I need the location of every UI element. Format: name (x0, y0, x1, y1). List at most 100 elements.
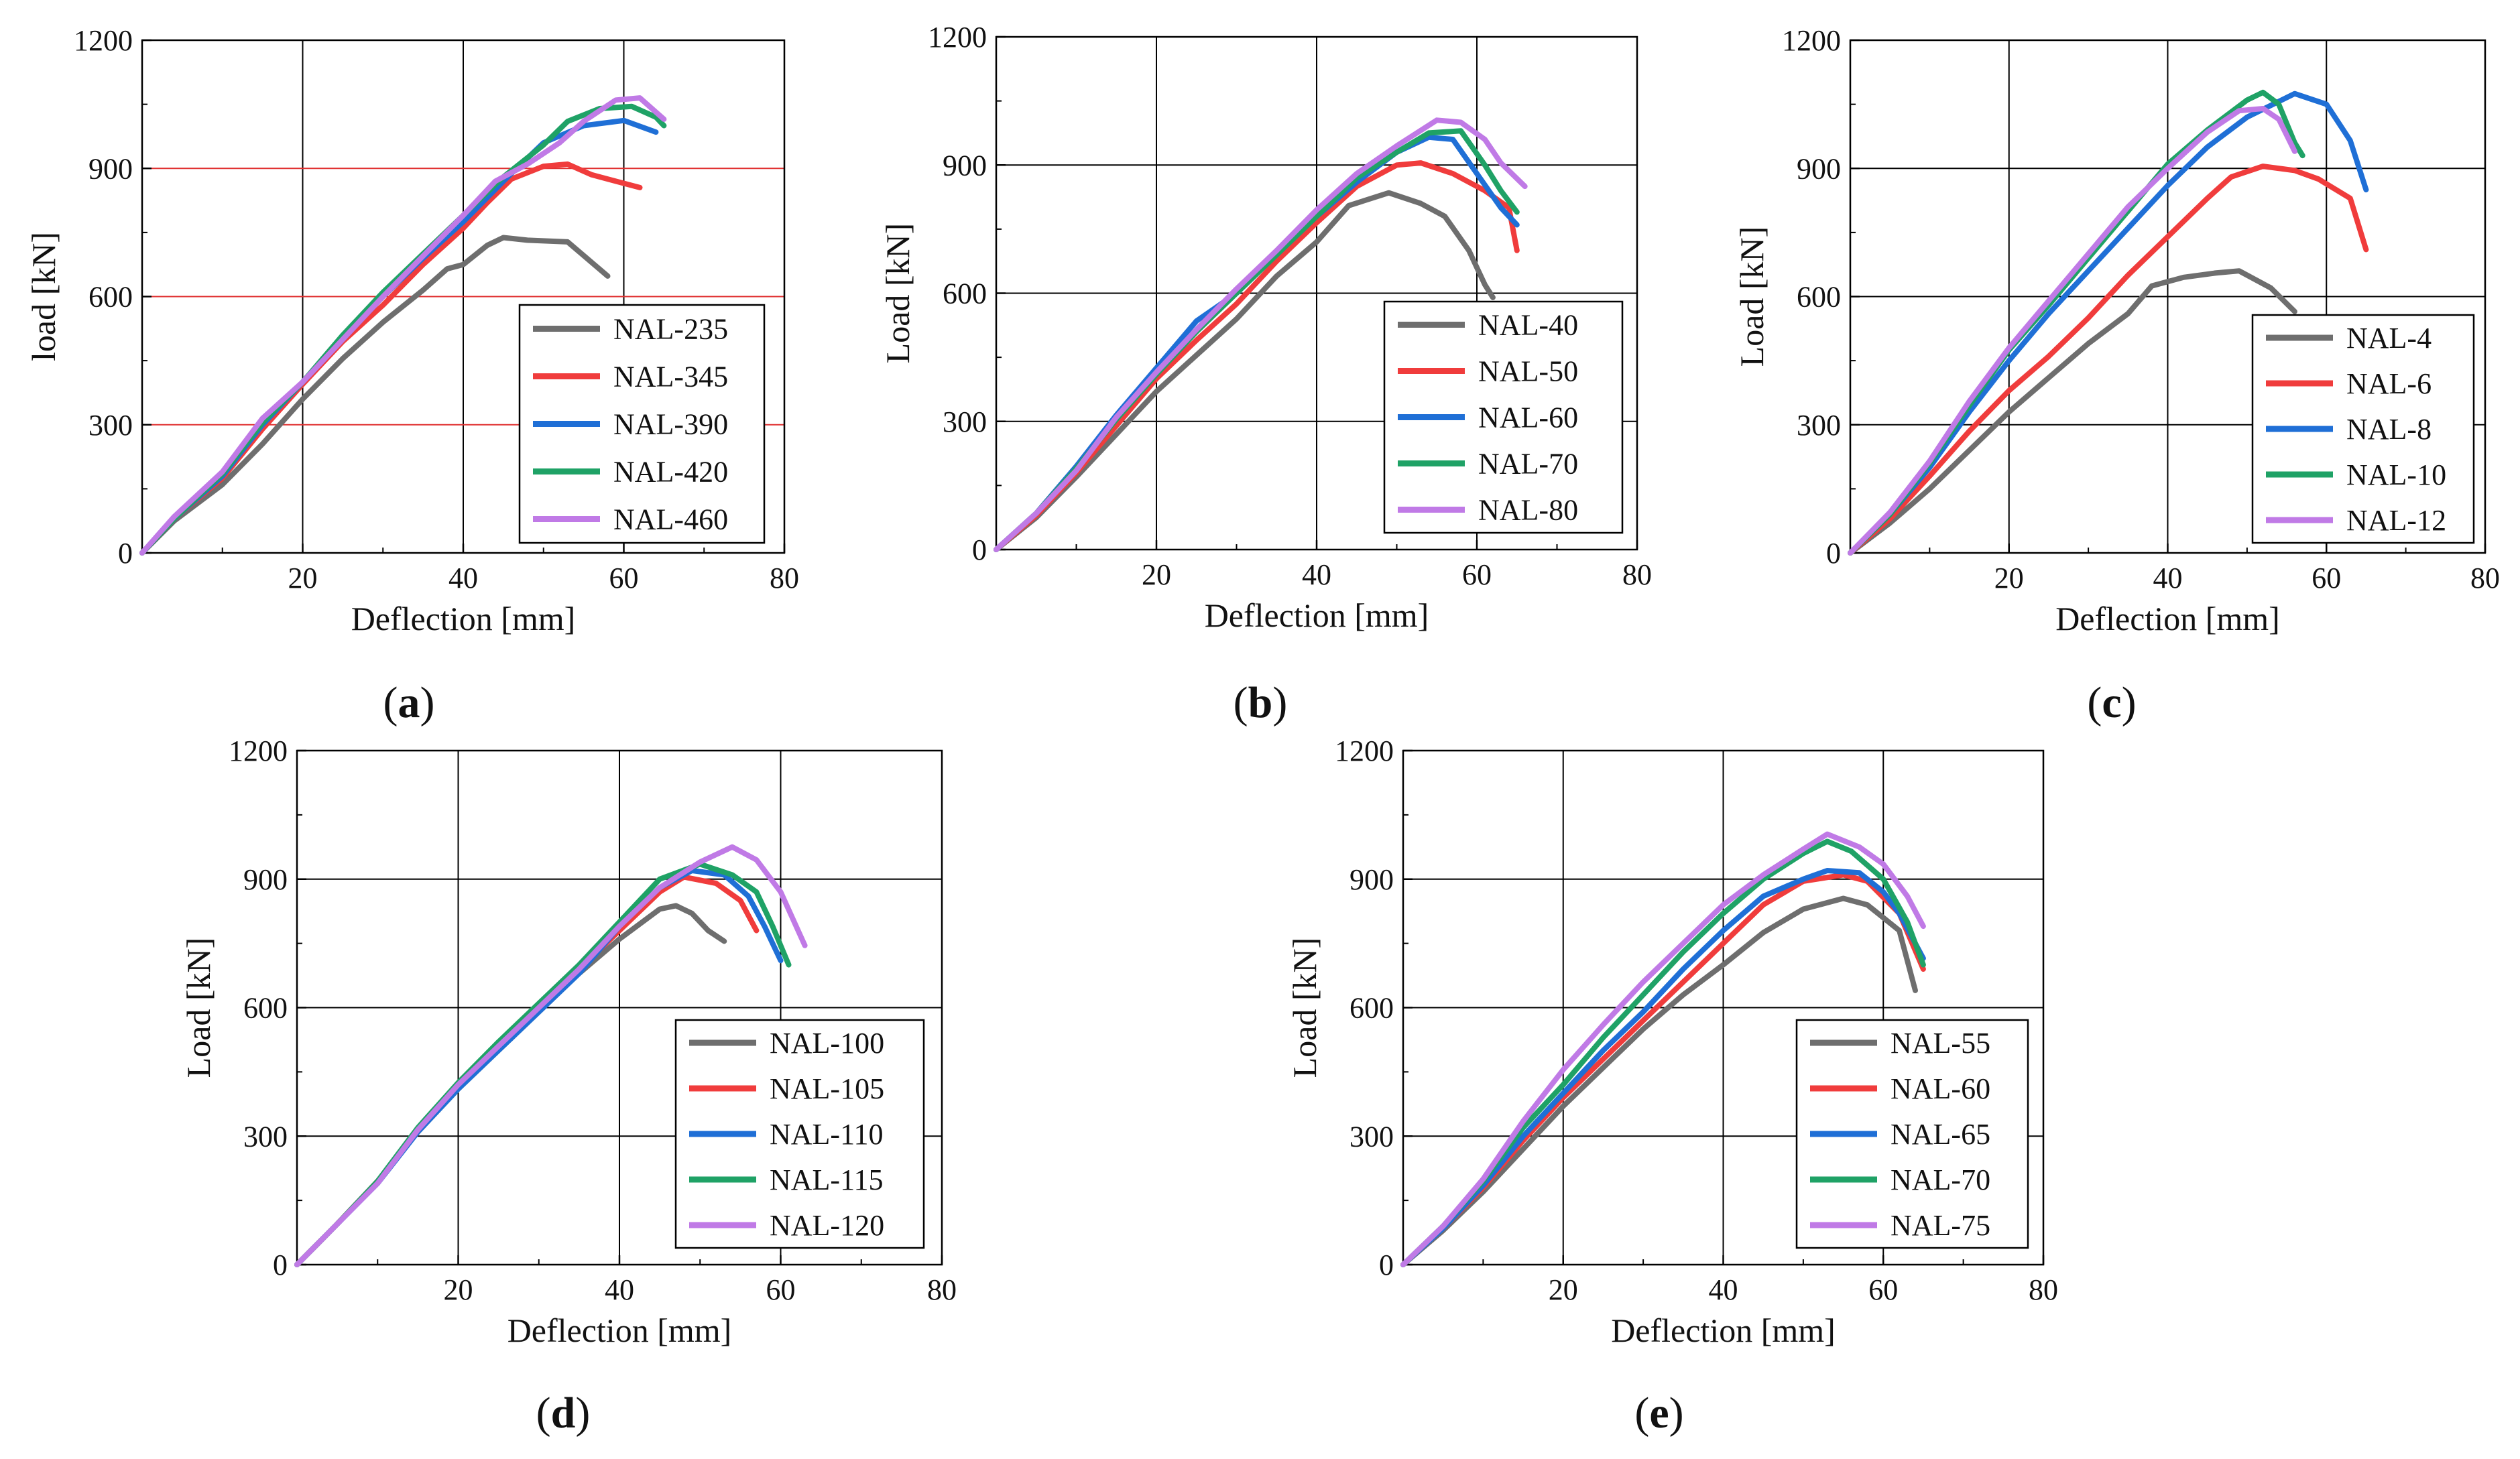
y-tick-label: 0 (118, 537, 133, 570)
panel-caption: (c) (2087, 678, 2136, 727)
legend-label: NAL-60 (1891, 1072, 1990, 1105)
legend-label: NAL-70 (1478, 448, 1578, 481)
y-tick-label: 900 (88, 152, 133, 185)
y-tick-label: 0 (1379, 1249, 1394, 1281)
legend-label: NAL-75 (1891, 1209, 1990, 1242)
legend-label: NAL-70 (1891, 1163, 1990, 1196)
y-tick-label: 600 (943, 277, 987, 310)
x-tick-label: 80 (927, 1273, 957, 1306)
y-tick-label: 300 (243, 1120, 288, 1153)
x-tick-label: 20 (1994, 562, 2024, 594)
legend-box (1795, 1019, 2029, 1249)
legend-label: NAL-60 (1478, 401, 1578, 434)
x-axis-title: Deflection [mm] (1205, 596, 1429, 634)
x-axis-title: Deflection [mm] (1611, 1312, 1836, 1349)
panel-caption-letter: d (551, 1389, 576, 1438)
legend-label: NAL-110 (770, 1118, 883, 1151)
legend: NAL-55 NAL-60 NAL-65 NAL-70 NAL-75 (1795, 1019, 2029, 1249)
panel-caption-close: ) (575, 1389, 590, 1438)
x-tick-label: 60 (766, 1273, 796, 1306)
x-tick-label: 80 (2470, 562, 2500, 594)
y-tick-label: 900 (243, 863, 288, 896)
x-tick-label: 20 (288, 562, 318, 594)
y-tick-label: 0 (1826, 537, 1841, 570)
panel-caption: (e) (1634, 1389, 1683, 1438)
legend-label: NAL-115 (770, 1163, 883, 1196)
legend: NAL-4 NAL-6 NAL-8 NAL-10 NAL-12 (2251, 314, 2475, 544)
panel-caption-open: ( (536, 1389, 551, 1438)
legend-label: NAL-10 (2346, 458, 2446, 491)
y-axis-title: Load [kN] (879, 223, 916, 364)
legend: NAL-40 NAL-50 NAL-60 NAL-70 NAL-80 (1383, 300, 1624, 534)
x-tick-label: 60 (609, 562, 639, 594)
series-line-nal-75 (1400, 831, 1926, 1267)
legend-label: NAL-6 (2346, 367, 2432, 400)
series-line-nal-6 (1848, 164, 2369, 556)
panel-caption: (a) (383, 678, 435, 727)
legend-label: NAL-50 (1478, 355, 1578, 388)
x-tick-label: 40 (1302, 558, 1331, 591)
series-line-nal-235 (139, 235, 611, 556)
legend-label: NAL-80 (1478, 494, 1578, 527)
legend-label: NAL-8 (2346, 413, 2432, 446)
y-tick-label: 1200 (74, 24, 133, 57)
y-tick-label: 600 (88, 281, 133, 314)
legend-label: NAL-390 (613, 408, 728, 441)
y-tick-label: 1200 (1335, 735, 1394, 767)
series-line-nal-8 (1848, 90, 2369, 556)
series-line-nal-40 (994, 190, 1496, 552)
panel-caption-close: ) (2122, 678, 2137, 727)
x-tick-label: 40 (1709, 1273, 1738, 1306)
legend-label: NAL-55 (1891, 1027, 1990, 1060)
series-line-nal-80 (994, 117, 1528, 552)
x-tick-label: 40 (448, 562, 478, 594)
y-tick-label: 900 (1349, 863, 1394, 896)
legend-label: NAL-12 (2346, 504, 2446, 537)
legend: NAL-235 NAL-345 NAL-390 NAL-420 NAL-460 (518, 304, 766, 544)
y-tick-label: 900 (1797, 152, 1841, 185)
y-tick-label: 300 (88, 409, 133, 442)
panel-caption-open: ( (1234, 678, 1248, 727)
x-axis-title: Deflection [mm] (351, 600, 576, 637)
legend-label: NAL-460 (613, 503, 728, 536)
y-tick-label: 300 (1797, 409, 1841, 442)
x-tick-label: 40 (2153, 562, 2183, 594)
legend-label: NAL-120 (770, 1209, 884, 1242)
panel-caption-close: ) (1272, 678, 1287, 727)
legend-label: NAL-100 (770, 1027, 884, 1060)
x-axis-title: Deflection [mm] (507, 1312, 732, 1349)
y-tick-label: 600 (243, 992, 288, 1025)
y-tick-label: 900 (943, 149, 987, 182)
panel-caption-close: ) (420, 678, 435, 727)
x-tick-label: 60 (1868, 1273, 1898, 1306)
legend-label: NAL-65 (1891, 1118, 1990, 1151)
x-tick-label: 60 (2312, 562, 2341, 594)
series-line-nal-120 (294, 844, 808, 1267)
x-axis-title: Deflection [mm] (2055, 600, 2280, 637)
panel-caption-letter: c (2102, 678, 2121, 727)
y-axis-title: Load [kN] (180, 938, 217, 1078)
legend-label: NAL-345 (613, 361, 728, 393)
panel-caption-close: ) (1669, 1389, 1684, 1438)
y-tick-label: 0 (273, 1249, 288, 1281)
panel-e: 0 300 600 900 1200 20 40 60 80 Deflection [mm] Loa… (1286, 735, 2058, 1438)
x-tick-label: 80 (1622, 558, 1652, 591)
x-tick-label: 80 (770, 562, 799, 594)
y-axis-title: Load [kN] (1286, 938, 1323, 1078)
series-line-nal-4 (1848, 268, 2297, 556)
y-tick-label: 300 (943, 405, 987, 438)
y-axis-title: Load [kN] (1733, 227, 1771, 367)
y-axis-title: load [kN] (25, 232, 62, 361)
series-line-nal-65 (1400, 868, 1926, 1267)
panel-a: 0 300 600 900 1200 20 40 60 80 Deflection [mm] loa… (25, 24, 799, 727)
x-tick-label: 80 (2029, 1273, 2058, 1306)
panel-caption-open: ( (1634, 1389, 1649, 1438)
panel-b: 0 300 600 900 1200 20 40 60 80 Deflection [mm] Loa… (879, 21, 1652, 727)
x-tick-label: 20 (1142, 558, 1171, 591)
series-line-nal-50 (994, 160, 1520, 552)
panel-caption-letter: a (398, 678, 420, 727)
series-line-nal-460 (139, 95, 667, 556)
x-tick-label: 60 (1462, 558, 1492, 591)
